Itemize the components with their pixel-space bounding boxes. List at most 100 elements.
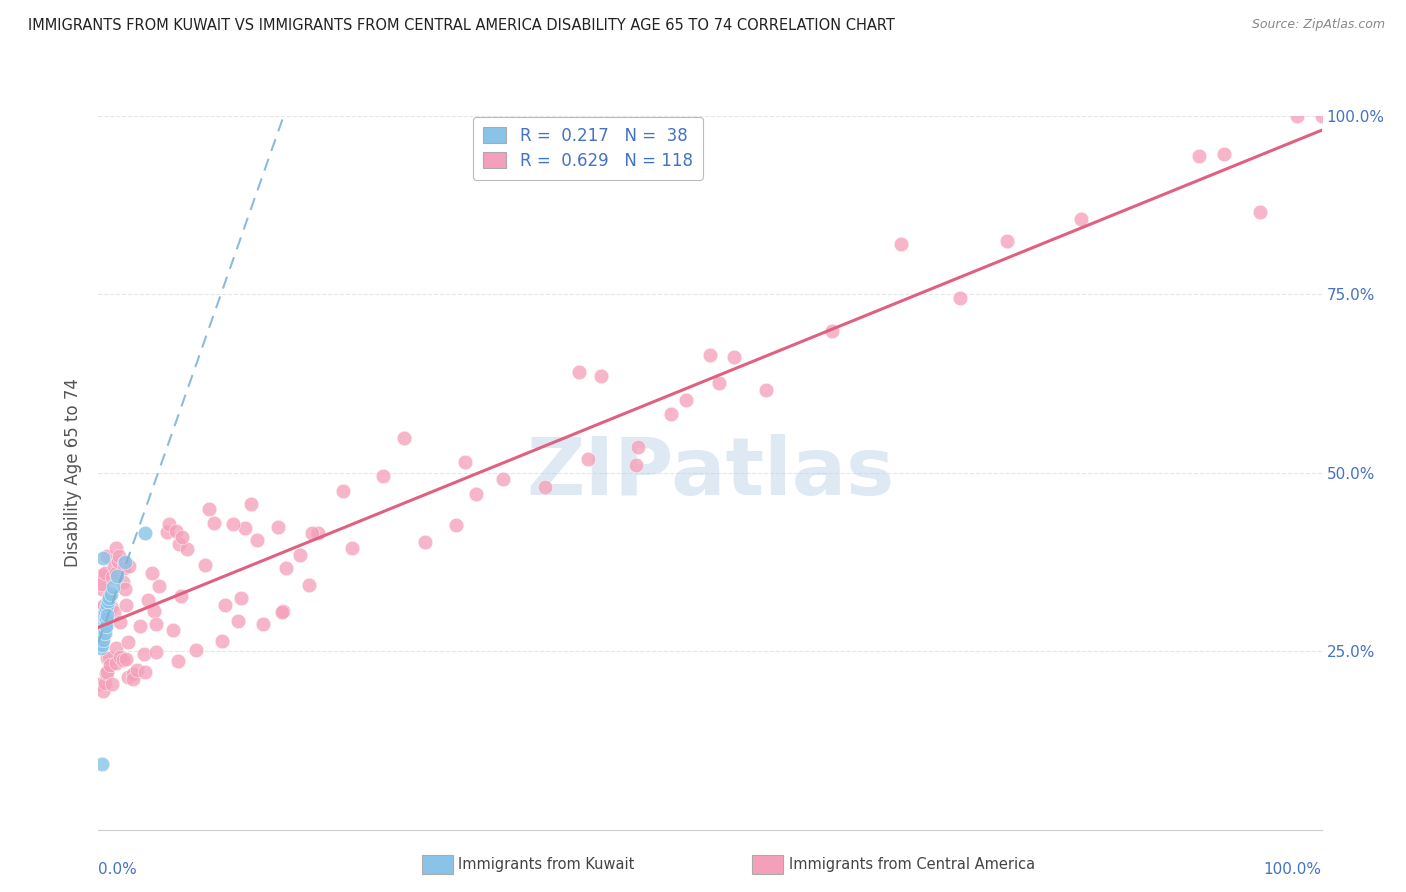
Point — [659, 407, 682, 421]
Point — [134, 665, 156, 680]
Point — [627, 440, 650, 454]
Point — [93, 618, 115, 632]
Point — [104, 566, 127, 581]
Point — [105, 541, 128, 555]
Point — [454, 455, 477, 469]
Point — [298, 577, 321, 591]
Point — [307, 525, 329, 540]
Point — [270, 606, 294, 620]
Point — [90, 635, 112, 649]
Point — [108, 650, 131, 665]
Text: Source: ZipAtlas.com: Source: ZipAtlas.com — [1251, 18, 1385, 31]
Point — [890, 237, 912, 252]
Point — [103, 605, 125, 619]
Point — [675, 393, 697, 408]
Point — [91, 630, 114, 644]
Point — [91, 568, 114, 582]
Point — [723, 350, 745, 364]
Point — [148, 579, 170, 593]
Point — [98, 650, 121, 665]
Point — [94, 676, 117, 690]
Point — [340, 541, 363, 556]
Point — [91, 619, 114, 633]
Point — [91, 633, 114, 648]
Point — [157, 517, 180, 532]
Point — [464, 487, 486, 501]
Point — [186, 642, 208, 657]
Point — [141, 566, 163, 581]
Point — [105, 656, 128, 670]
Point — [117, 635, 139, 649]
Point — [222, 516, 245, 531]
Point — [103, 558, 125, 573]
Point — [156, 525, 179, 540]
Point — [170, 589, 193, 603]
Point — [94, 619, 117, 633]
Point — [444, 517, 467, 532]
Point — [392, 431, 416, 445]
Point — [91, 599, 114, 614]
Point — [821, 325, 844, 339]
Point — [112, 574, 135, 589]
Point — [98, 658, 121, 673]
Point — [111, 653, 134, 667]
Point — [117, 670, 139, 684]
Point — [197, 502, 219, 516]
Point — [97, 589, 120, 603]
Point — [165, 524, 187, 538]
Point — [122, 672, 145, 686]
Point — [96, 665, 118, 679]
Point — [162, 623, 184, 637]
Text: 0.0%: 0.0% — [98, 862, 138, 877]
Point — [145, 617, 167, 632]
Point — [172, 530, 194, 544]
Point — [107, 554, 129, 568]
Point — [233, 521, 256, 535]
Point — [755, 383, 778, 397]
Point — [1310, 109, 1333, 123]
Point — [101, 677, 124, 691]
Point — [91, 608, 114, 623]
Point — [231, 591, 253, 605]
Point — [105, 569, 128, 583]
Point — [94, 601, 117, 615]
Point — [301, 525, 323, 540]
Point — [93, 626, 115, 640]
Point — [118, 559, 141, 574]
Point — [949, 291, 972, 305]
Point — [90, 626, 112, 640]
Legend: R =  0.217   N =  38, R =  0.629   N = 118: R = 0.217 N = 38, R = 0.629 N = 118 — [472, 117, 703, 180]
Point — [91, 582, 114, 596]
Point — [91, 756, 114, 771]
Point — [105, 640, 128, 655]
Text: Immigrants from Central America: Immigrants from Central America — [789, 857, 1035, 871]
Point — [91, 639, 114, 653]
Text: IMMIGRANTS FROM KUWAIT VS IMMIGRANTS FROM CENTRAL AMERICA DISABILITY AGE 65 TO 7: IMMIGRANTS FROM KUWAIT VS IMMIGRANTS FRO… — [28, 18, 896, 33]
Point — [89, 633, 111, 648]
Point — [136, 592, 159, 607]
Point — [125, 663, 148, 677]
Point — [371, 469, 394, 483]
Point — [91, 684, 114, 698]
Text: 100.0%: 100.0% — [1264, 862, 1322, 877]
Point — [112, 557, 135, 571]
Point — [93, 612, 115, 626]
Point — [332, 483, 354, 498]
Point — [96, 608, 118, 623]
Point — [176, 541, 198, 556]
Point — [90, 640, 112, 655]
Text: ZIPatlas: ZIPatlas — [526, 434, 894, 512]
Point — [534, 480, 557, 494]
Point — [276, 561, 298, 575]
Point — [90, 630, 112, 644]
Point — [114, 582, 136, 596]
Point — [107, 549, 129, 563]
Point — [93, 598, 115, 612]
Point — [100, 587, 122, 601]
Y-axis label: Disability Age 65 to 74: Disability Age 65 to 74 — [65, 378, 83, 567]
Point — [96, 650, 118, 665]
Point — [91, 615, 114, 630]
Point — [1249, 205, 1271, 219]
Point — [100, 599, 122, 614]
Point — [90, 633, 112, 648]
